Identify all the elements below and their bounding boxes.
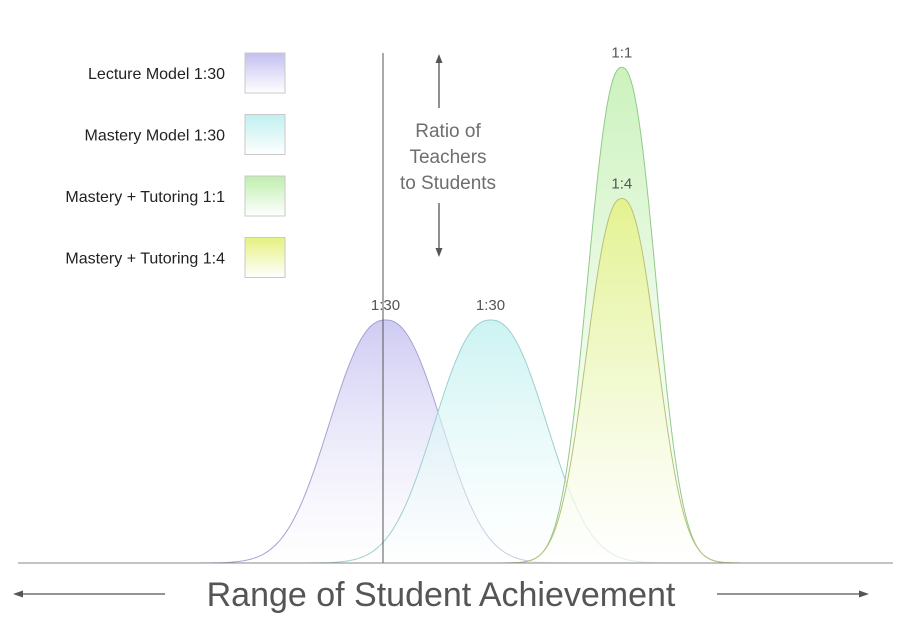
ratio-line-1: Ratio of — [415, 121, 481, 142]
ratio-line-3: to Students — [400, 173, 496, 194]
peak-label-mastery-tutoring-1-1: 1:1 — [611, 44, 632, 61]
legend-swatch-lecture-model-1-30 — [244, 52, 286, 94]
x-axis-title: Range of Student Achievement — [207, 576, 676, 614]
curve-mastery-tutoring-1-4 — [479, 197, 764, 564]
legend-label-mastery-tutoring-1-4: Mastery + Tutoring 1:4 — [65, 251, 225, 268]
x-axis-title-group: Range of Student Achievement — [13, 576, 869, 614]
ratio-annotation: Ratio of Teachers to Students — [400, 54, 496, 257]
down-arrow-icon — [435, 248, 443, 257]
ratio-line-2: Teachers — [409, 147, 486, 168]
peak-labels: 1:30 1:30 1:1 1:4 — [371, 44, 632, 314]
peak-label-lecture-model-1-30: 1:30 — [371, 297, 400, 314]
peak-label-mastery-model-1-30: 1:30 — [476, 297, 505, 314]
legend-label-lecture-model-1-30: Lecture Model 1:30 — [88, 66, 225, 83]
legend-label-mastery-model-1-30: Mastery Model 1:30 — [84, 128, 225, 145]
legend-swatch-mastery-tutoring-1-1 — [244, 175, 286, 217]
peak-label-mastery-tutoring-1-4: 1:4 — [611, 176, 632, 193]
up-arrow-icon — [435, 54, 443, 63]
legend: Lecture Model 1:30 Mastery Model 1:30 Mast… — [65, 52, 286, 278]
legend-swatch-mastery-model-1-30 — [244, 114, 286, 155]
legend-swatch-mastery-tutoring-1-4 — [244, 237, 286, 278]
legend-label-mastery-tutoring-1-1: Mastery + Tutoring 1:1 — [65, 189, 225, 206]
right-arrow-icon — [859, 590, 869, 598]
left-arrow-icon — [13, 590, 23, 598]
distribution-curves — [160, 66, 764, 564]
